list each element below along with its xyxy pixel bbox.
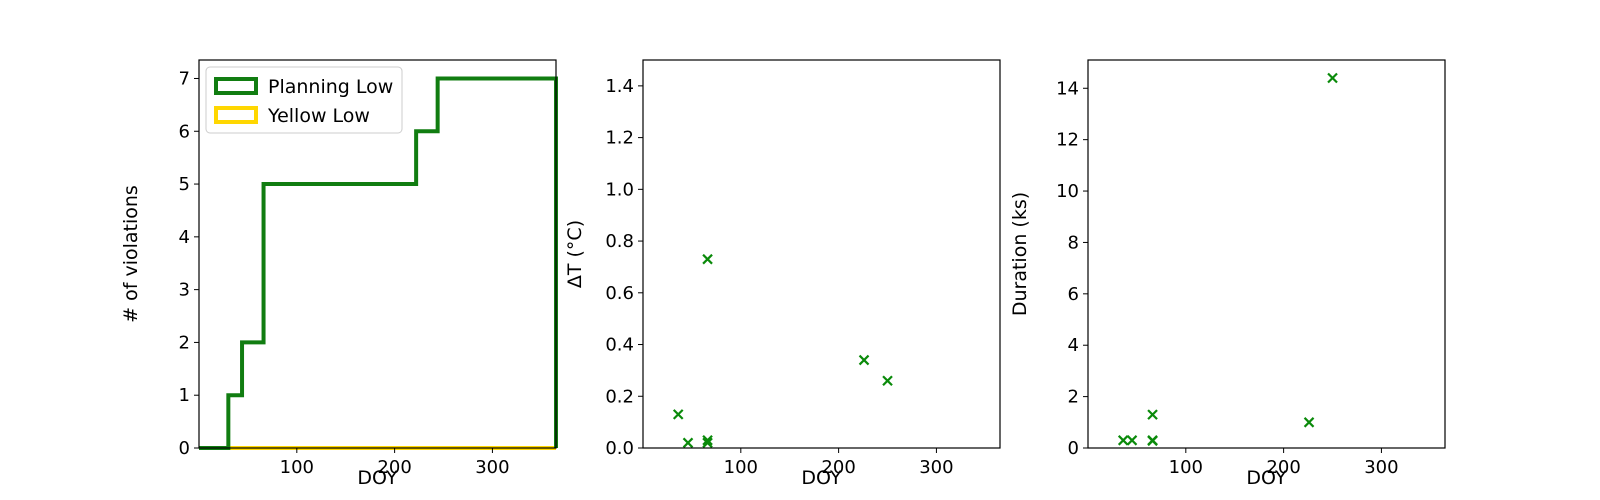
axes-frame [1087, 59, 1446, 449]
y-tick-label: 1.0 [605, 179, 634, 200]
y-tick-label: 1.2 [605, 128, 634, 149]
y-tick-label: 0 [179, 438, 190, 459]
y-tick-label: 12 [1056, 130, 1079, 151]
y-tick-label: 6 [179, 121, 190, 142]
data-point-stroke [1303, 417, 1315, 428]
legend-item-planning-low: Planning Low [214, 76, 393, 98]
y-axis-label: # of violations [120, 185, 142, 323]
legend-swatch [214, 106, 258, 124]
y-axis-label: Duration (ks) [1009, 192, 1031, 316]
y-tick-label: 5 [179, 174, 190, 195]
data-point-stroke [858, 354, 870, 366]
legend: Planning Low Yellow Low [205, 66, 403, 134]
data-point-stroke [702, 253, 713, 265]
legend-item-yellow-low: Yellow Low [214, 105, 370, 127]
x-tick-label: 200 [821, 457, 855, 478]
y-tick-label: 2 [1068, 387, 1079, 408]
data-point-0 [1117, 435, 1129, 446]
data-point-6 [882, 375, 893, 387]
x-axis-label: DOY [1246, 467, 1287, 489]
y-tick-label: 0 [1068, 438, 1079, 459]
data-point-4 [702, 437, 713, 449]
y-tick-label: 4 [1068, 335, 1079, 356]
data-point-1 [1126, 435, 1138, 446]
data-point-stroke [1147, 435, 1158, 447]
y-tick-label: 3 [179, 280, 190, 301]
x-axis-label: DOY [801, 467, 842, 489]
x-axis-label: DOY [357, 467, 398, 489]
violations-step-chart: 100 200 300 0 1 2 3 4 5 6 7 DOY # of violations Plann… [120, 59, 558, 489]
data-point-stroke [702, 434, 713, 446]
x-tick-label: 200 [377, 457, 411, 478]
data-point-2 [702, 253, 713, 265]
data-point-stroke [1147, 409, 1158, 420]
data-point-stroke [882, 375, 893, 387]
data-point-stroke [672, 409, 684, 420]
y-tick-label: 6 [1068, 284, 1079, 305]
data-point-1 [682, 437, 694, 449]
data-point-6 [1327, 72, 1338, 84]
legend-label: Planning Low [268, 76, 393, 98]
delta-t-scatter-chart: 100 200 300 0.0 0.2 0.4 0.6 0.8 1.0 1.2 1.4 DOY ΔT (… [564, 59, 1001, 489]
y-axis-label: ΔT (°C) [564, 220, 586, 288]
axes-frame [198, 59, 557, 449]
y-tick-label: 8 [1068, 232, 1079, 253]
y-tick-label: 0.6 [605, 283, 634, 304]
series-line-planning-low [199, 76, 558, 450]
data-point-5 [1303, 417, 1315, 428]
x-tick-label: 100 [1169, 457, 1203, 478]
legend-swatch [214, 77, 258, 95]
data-point-stroke [1126, 435, 1138, 446]
y-tick-label: 0.2 [605, 386, 634, 407]
y-tick-label: 7 [179, 68, 190, 89]
x-tick-label: 300 [475, 457, 509, 478]
duration-scatter-chart: 100 200 300 0 2 4 6 8 10 12 14 DOY Duration (ks) [1009, 59, 1446, 489]
y-tick-label: 10 [1056, 181, 1079, 202]
y-tick-label: 0.8 [605, 231, 634, 252]
x-tick-label: 300 [1364, 457, 1398, 478]
x-tick-label: 100 [280, 457, 314, 478]
y-tick-label: 14 [1056, 78, 1079, 99]
data-point-stroke [702, 437, 713, 449]
data-point-stroke [682, 437, 694, 449]
y-tick-label: 0.4 [605, 335, 634, 356]
x-tick-label: 300 [919, 457, 953, 478]
data-point-0 [672, 409, 684, 420]
data-point-3 [702, 434, 713, 446]
axes-frame [642, 59, 1001, 449]
data-point-4 [1147, 435, 1158, 447]
x-tick-label: 100 [724, 457, 758, 478]
y-tick-label: 1.4 [605, 76, 634, 97]
y-tick-label: 4 [179, 227, 190, 248]
x-tick-label: 200 [1266, 457, 1300, 478]
data-point-2 [1147, 409, 1158, 420]
y-tick-label: 2 [179, 332, 190, 353]
data-point-stroke [1327, 72, 1338, 84]
y-tick-label: 1 [179, 385, 190, 406]
data-point-stroke [1117, 435, 1129, 446]
y-tick-label: 0.0 [605, 438, 634, 459]
data-point-5 [858, 354, 870, 366]
legend-label: Yellow Low [267, 105, 370, 127]
